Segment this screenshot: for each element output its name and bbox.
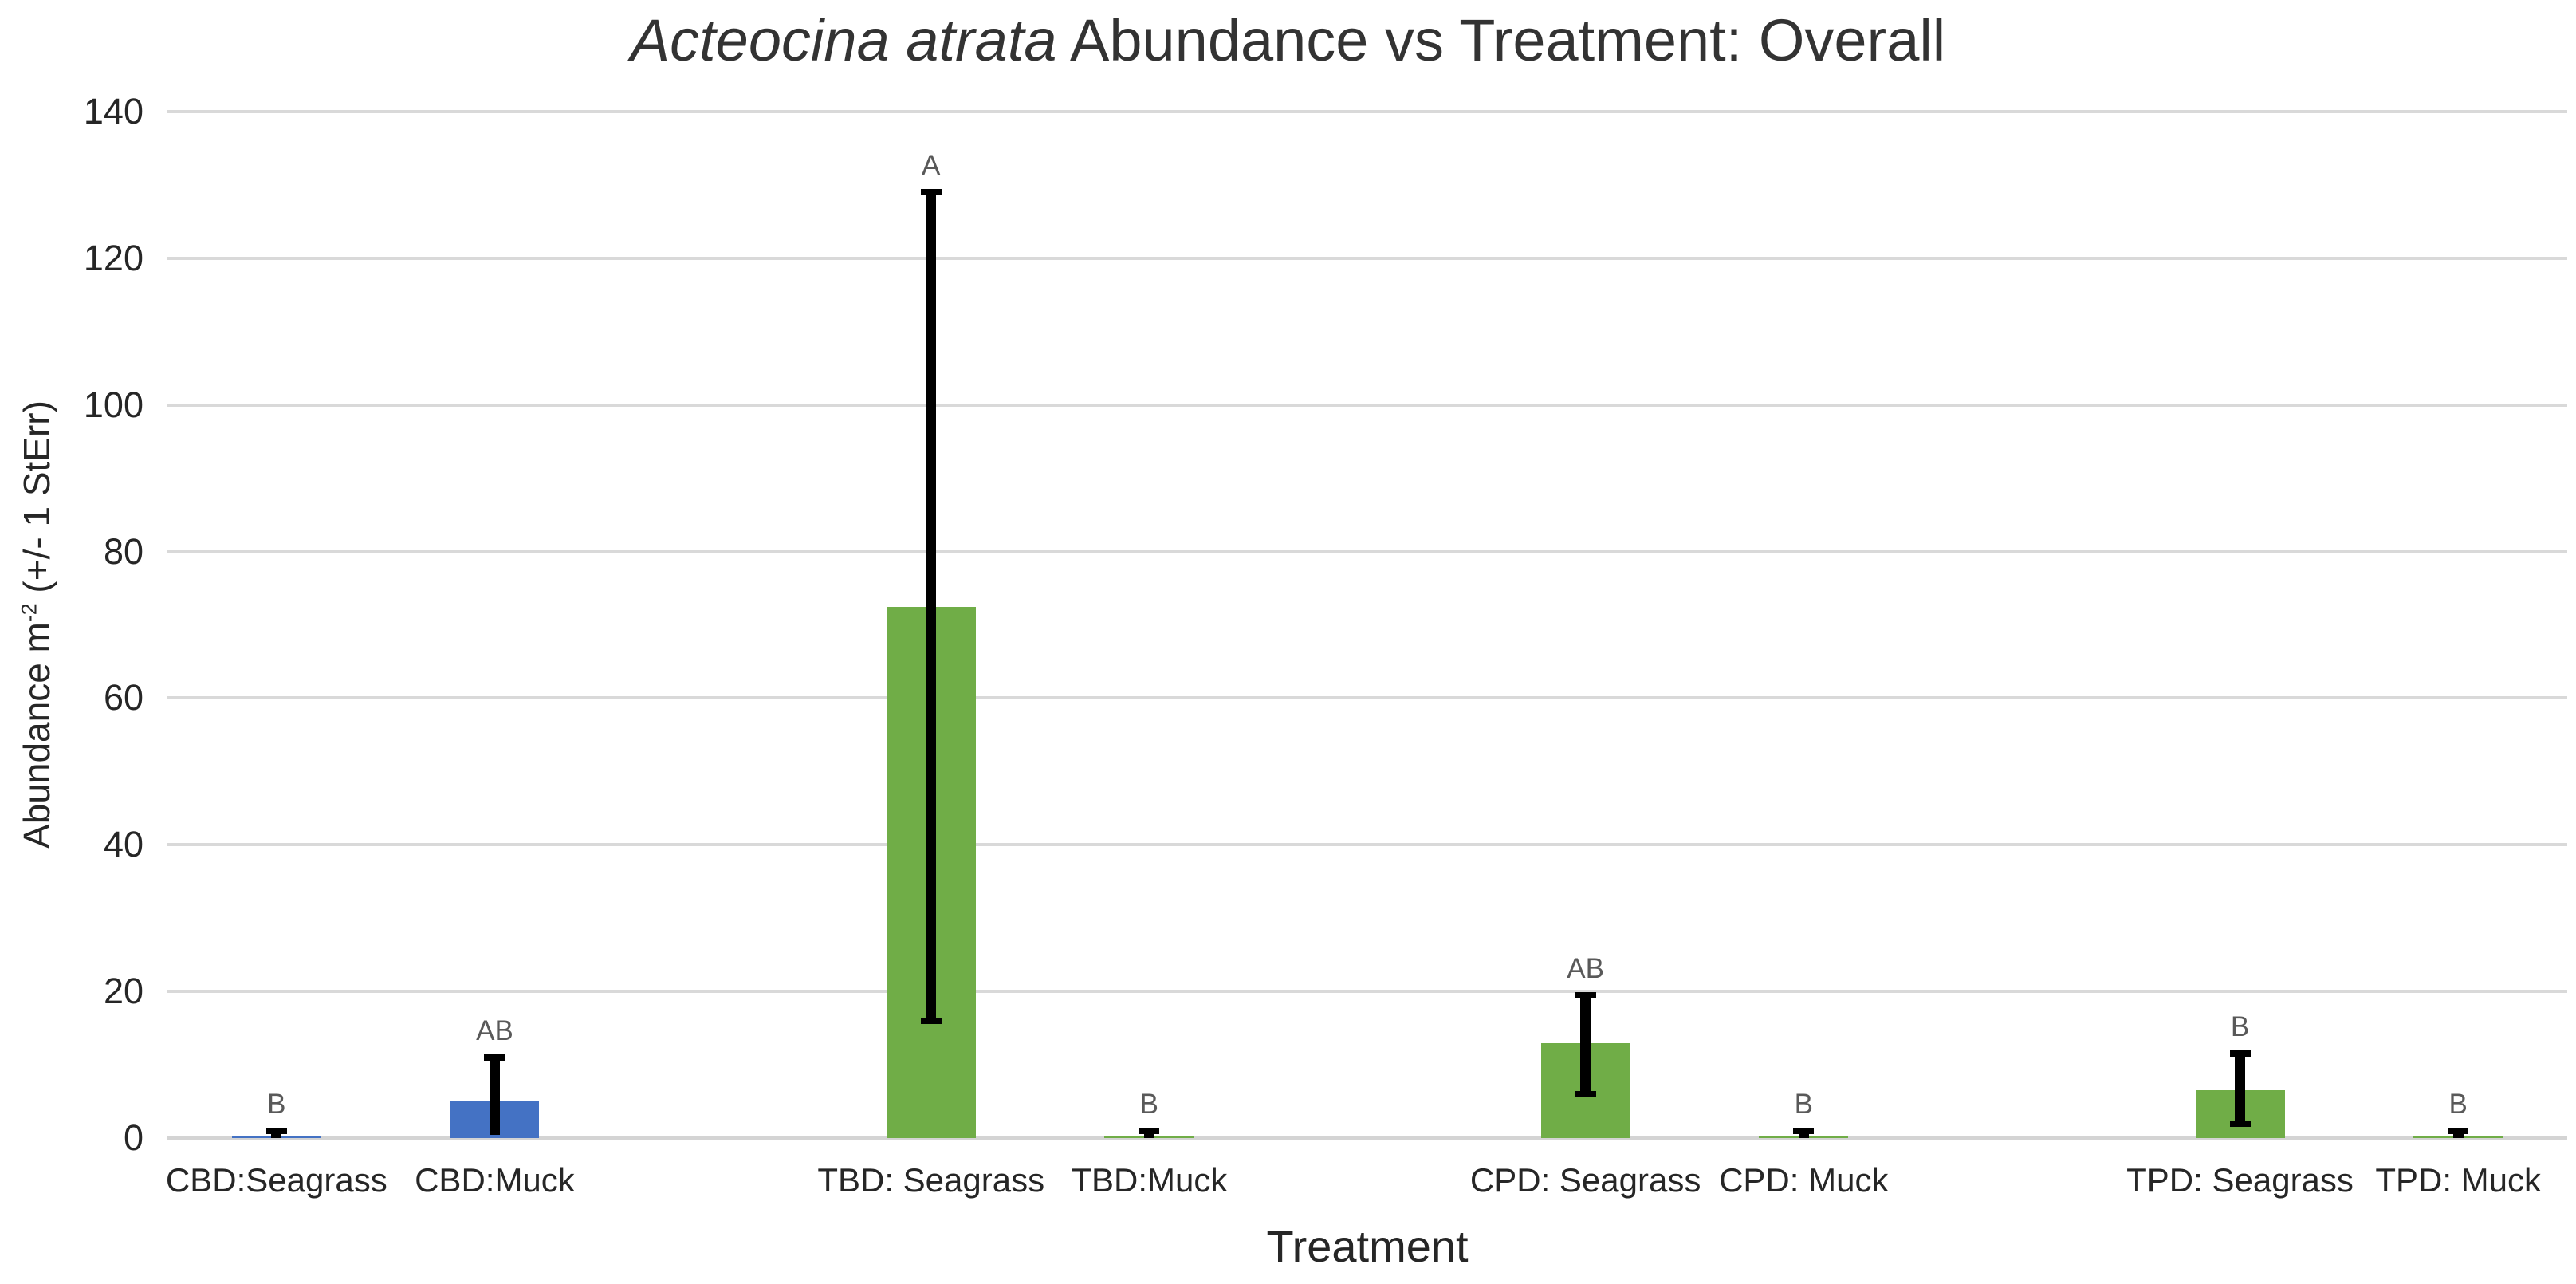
plot-area: B CBD:Seagrass AB CBD:Muck A TBD: Seagrass B TB… — [166, 110, 2567, 1199]
error-bar-bottom-cap — [920, 1017, 942, 1024]
x-tick-label: TPD: Seagrass — [2126, 1161, 2354, 1199]
error-bar — [926, 192, 937, 1021]
y-tick-label: 60 — [103, 677, 144, 719]
error-bar-top-cap — [2229, 1050, 2251, 1058]
error-bar — [1798, 1130, 1809, 1138]
x-tick-label: TPD: Muck — [2375, 1161, 2542, 1199]
error-bar — [2452, 1130, 2464, 1138]
y-tick-label: 40 — [103, 824, 144, 865]
error-bar-top-cap — [1139, 1127, 1160, 1134]
significance-letter: AB — [476, 1014, 513, 1046]
significance-letter: A — [922, 150, 941, 182]
gridline — [167, 549, 2567, 553]
error-bar-top-cap — [1575, 991, 1596, 998]
x-axis-line — [167, 1136, 2567, 1140]
significance-letter: B — [1139, 1088, 1159, 1120]
error-bar — [1580, 995, 1591, 1094]
gridline — [167, 256, 2567, 260]
chart-title: Acteocina atrata Abundance vs Treatment:… — [0, 6, 2576, 74]
x-tick-label: CBD:Muck — [415, 1161, 575, 1199]
error-bar — [2235, 1054, 2246, 1124]
error-bar-top-cap — [265, 1127, 287, 1134]
error-bar-bottom-cap — [2229, 1120, 2251, 1127]
significance-letter: B — [1794, 1088, 1813, 1120]
error-bar — [1143, 1130, 1154, 1138]
x-tick-label: TBD:Muck — [1071, 1161, 1228, 1199]
y-axis-ticks: 0 20 40 60 80 100 120 140 — [0, 93, 144, 1156]
error-bar-top-cap — [1793, 1127, 1815, 1134]
significance-letter: B — [267, 1088, 286, 1120]
gridline — [167, 843, 2567, 847]
chart-title-species: Acteocina atrata — [630, 7, 1057, 73]
gridline — [167, 696, 2567, 700]
x-tick-label: TBD: Seagrass — [817, 1161, 1045, 1199]
significance-letter: B — [2448, 1088, 2468, 1120]
error-bar-top-cap — [484, 1054, 505, 1061]
error-bar — [489, 1057, 500, 1136]
y-tick-label: 0 — [123, 1117, 144, 1158]
y-tick-label: 20 — [103, 971, 144, 1012]
significance-letter: AB — [1567, 952, 1604, 984]
x-tick-label: CPD: Muck — [1719, 1161, 1889, 1199]
error-bar — [271, 1130, 282, 1138]
y-tick-label: 140 — [83, 91, 144, 132]
significance-letter: B — [2230, 1011, 2250, 1043]
gridline — [167, 990, 2567, 994]
chart-title-rest: Abundance vs Treatment: Overall — [1056, 7, 1946, 73]
y-tick-label: 100 — [83, 384, 144, 425]
x-axis-title: Treatment — [1266, 1221, 1469, 1271]
y-tick-label: 80 — [103, 530, 144, 572]
gridline — [167, 403, 2567, 407]
error-bar-top-cap — [2448, 1127, 2469, 1134]
gridline — [167, 110, 2567, 113]
error-bar-bottom-cap — [1575, 1090, 1596, 1097]
x-tick-label: CPD: Seagrass — [1469, 1161, 1701, 1199]
x-tick-label: CBD:Seagrass — [165, 1161, 387, 1199]
y-tick-label: 120 — [83, 237, 144, 278]
error-bar-top-cap — [920, 189, 942, 196]
